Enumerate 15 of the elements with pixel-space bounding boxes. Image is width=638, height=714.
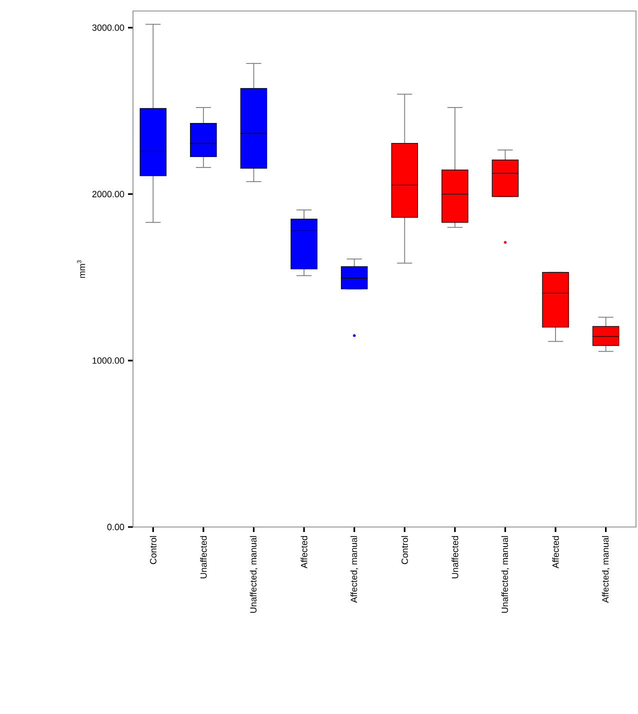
x-tick-label: Affected: [300, 536, 308, 568]
y-tick-label: 2000.00: [92, 190, 124, 198]
y-axis-title: mm$^{3}$: [77, 260, 86, 278]
x-tick-label: Affected, manual: [350, 536, 358, 603]
x-tick-label: Unaffected, manual: [501, 536, 510, 613]
x-tick-label: Unaffected: [200, 536, 207, 578]
y-tick-label: 0.00: [107, 524, 124, 530]
x-tick-label: Control: [401, 536, 408, 564]
x-tick-label: Control: [150, 536, 156, 564]
x-tick-label: Affected, manual: [602, 536, 610, 603]
y-tick-label: 1000.00: [92, 357, 124, 364]
y-tick-label: 3000.00: [92, 24, 124, 31]
x-tick-label: Unaffected: [452, 536, 458, 578]
x-tick-label: Unaffected, manual: [250, 536, 258, 613]
x-tick-label: Affected: [552, 536, 559, 568]
